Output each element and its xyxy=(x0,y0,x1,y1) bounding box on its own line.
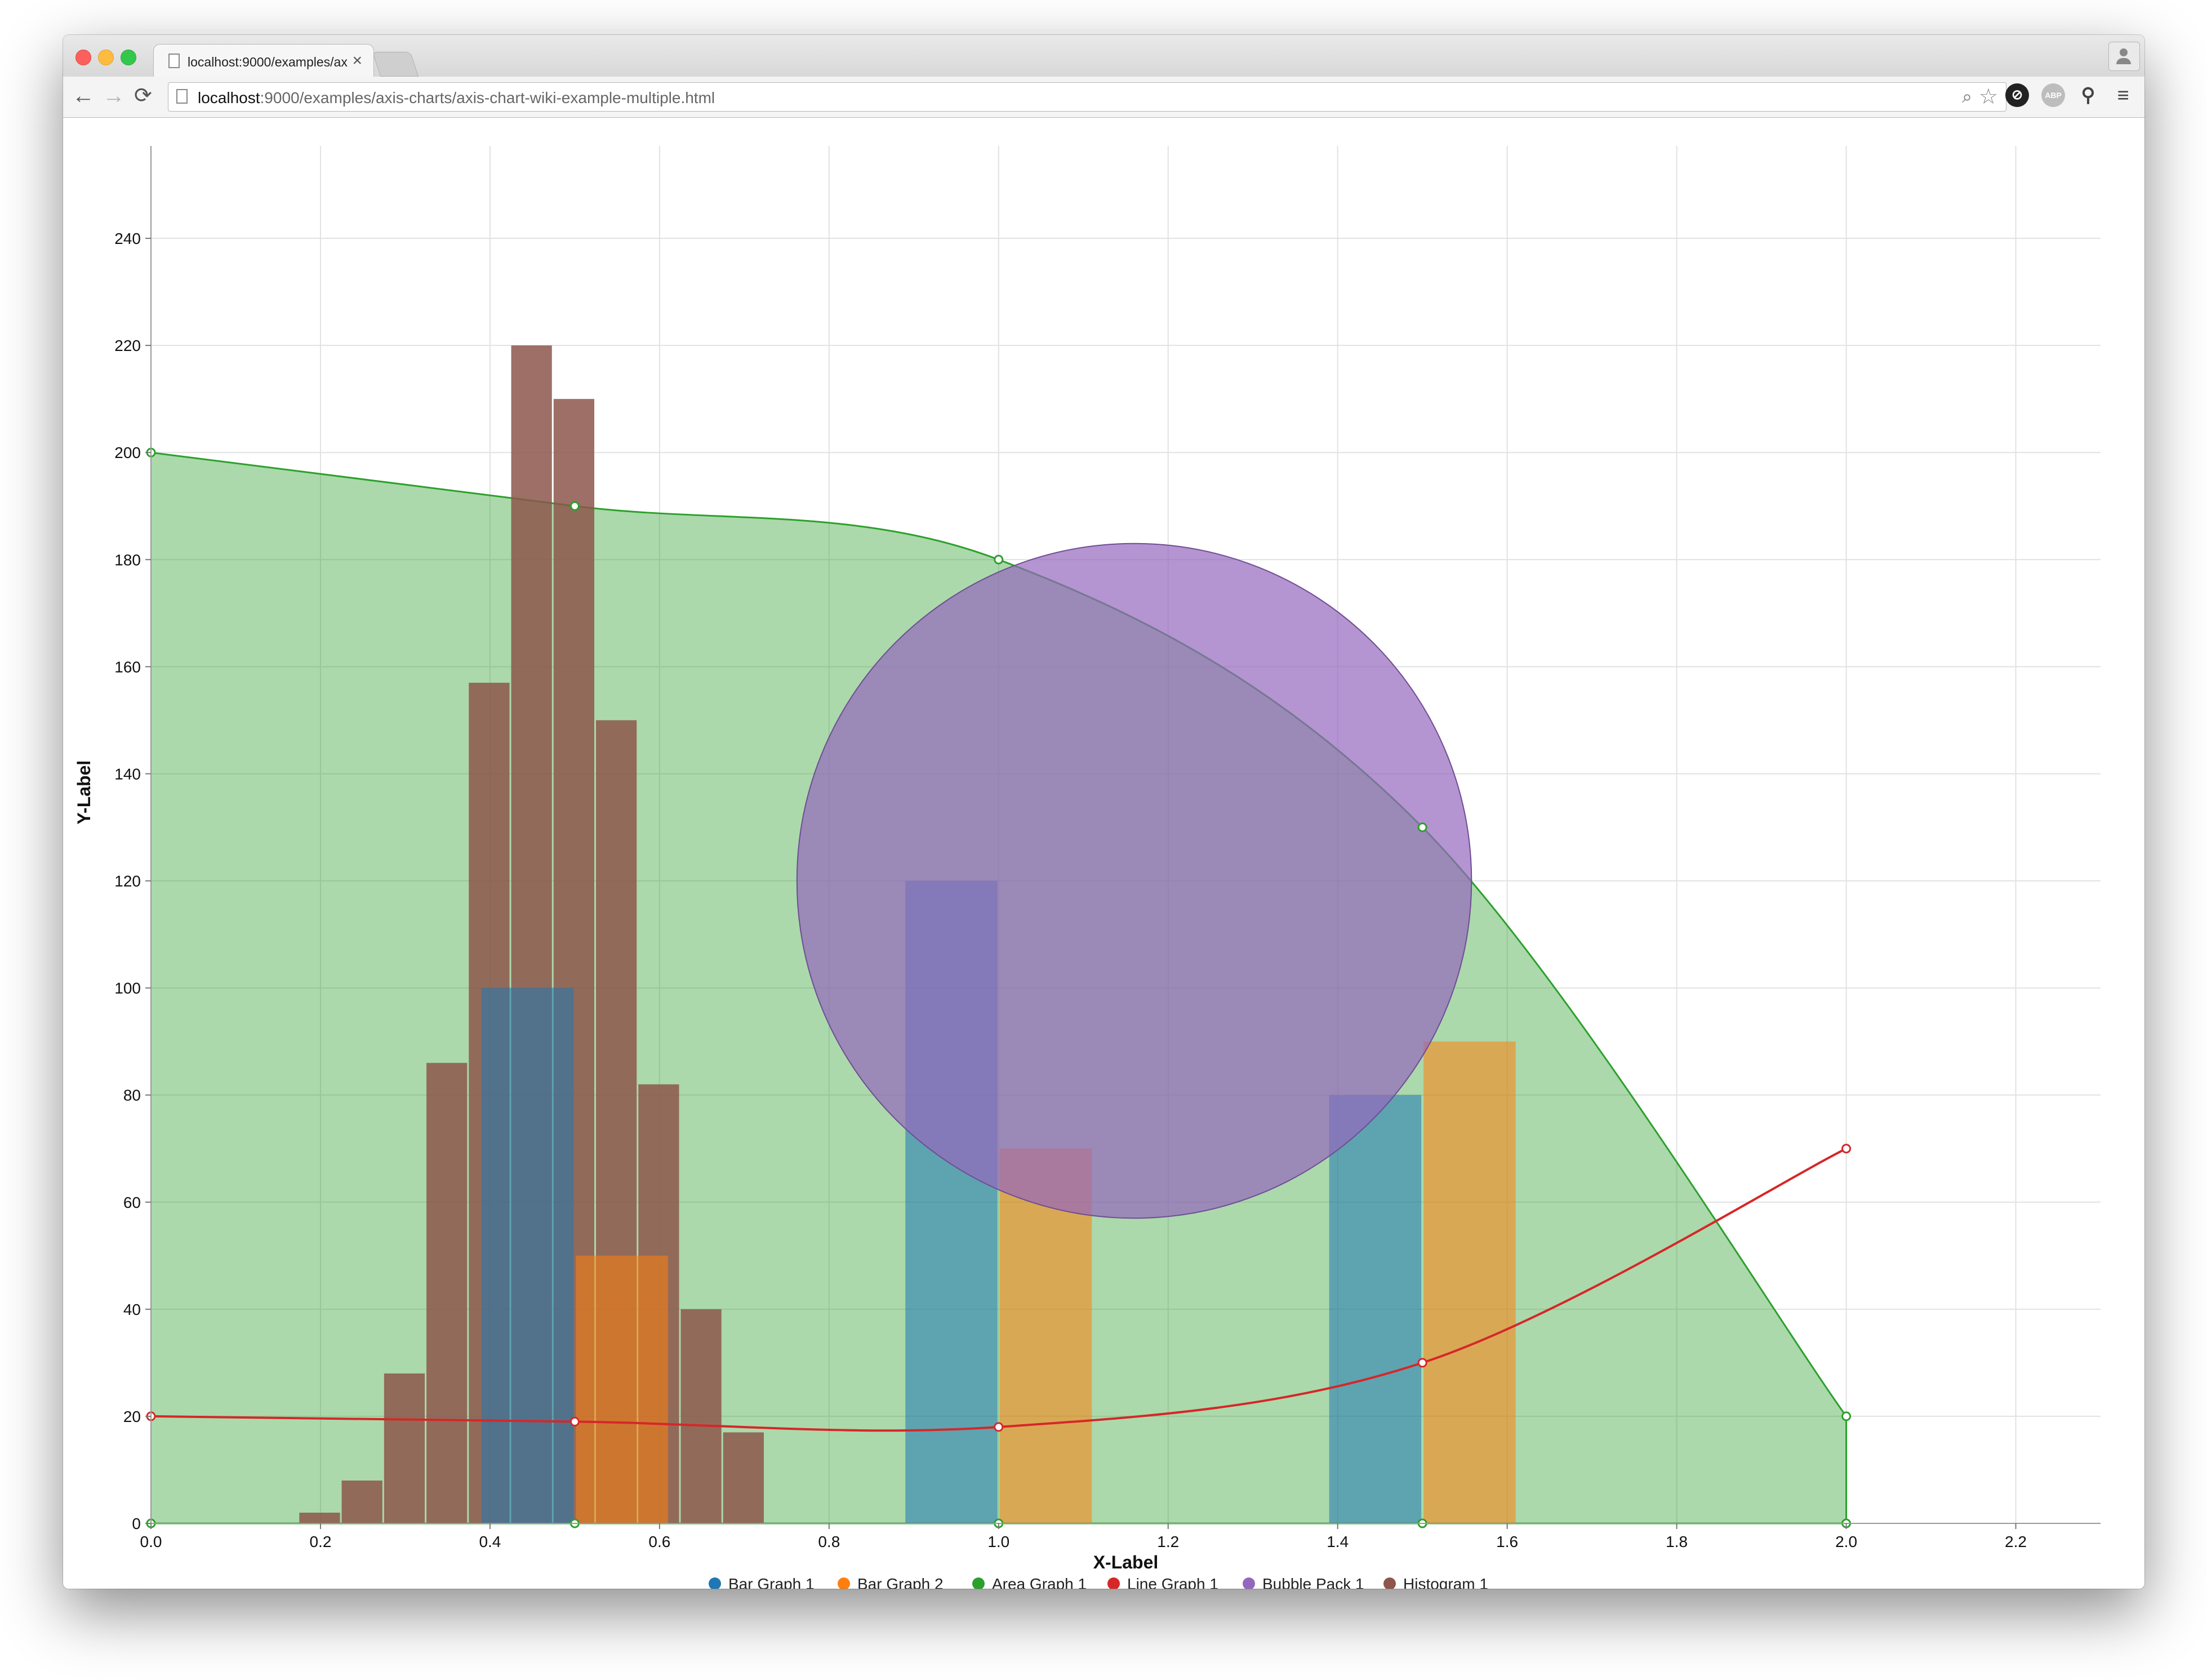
histogram-bar xyxy=(680,1309,722,1523)
zoom-icon[interactable]: ⌕ xyxy=(1962,86,1972,106)
page-icon xyxy=(176,89,188,104)
x-tick-label: 0.6 xyxy=(648,1533,670,1550)
legend-label: Area Graph 1 xyxy=(992,1575,1087,1589)
x-tick-label: 1.8 xyxy=(1666,1533,1688,1550)
x-tick-label: 1.2 xyxy=(1157,1533,1179,1550)
y-tick-label: 120 xyxy=(114,873,141,890)
new-tab-button[interactable] xyxy=(372,52,419,77)
legend-swatch xyxy=(972,1577,985,1589)
bar-graph-2-bar xyxy=(576,1255,668,1523)
browser-window: localhost:9000/examples/axis-charts/axis… xyxy=(63,35,2144,1589)
legend-swatch xyxy=(709,1577,721,1589)
tab-close-icon[interactable]: × xyxy=(352,51,362,70)
y-tick-label: 160 xyxy=(114,658,141,675)
legend-label: Line Graph 1 xyxy=(1127,1575,1218,1589)
y-tick-label: 100 xyxy=(114,980,141,997)
extension-icon[interactable]: ⊘ xyxy=(2005,83,2029,107)
histogram-bar xyxy=(341,1480,382,1523)
line-graph-point xyxy=(1417,1358,1427,1368)
area-graph-point xyxy=(994,554,1004,565)
y-tick-label: 20 xyxy=(123,1408,141,1425)
search-icon[interactable]: ⚲ xyxy=(2081,85,2095,106)
area-graph-point xyxy=(1841,1411,1852,1421)
area-graph-point xyxy=(569,501,580,511)
x-tick-label: 0.8 xyxy=(818,1533,840,1550)
y-tick-label: 180 xyxy=(114,551,141,568)
legend-swatch xyxy=(1243,1577,1255,1589)
adblock-icon[interactable]: ABP xyxy=(2041,83,2065,107)
back-icon[interactable]: ← xyxy=(72,83,95,108)
bar-graph-1-bar xyxy=(481,988,574,1523)
x-tick-label: 1.6 xyxy=(1496,1533,1518,1550)
axis-chart: 0.0 0.2 0.4 0.6 0.8 1.0 1.2 1.4 1.6 1.8 2.0 2.2 0 20 4… xyxy=(74,146,2101,1589)
address-bar[interactable]: localhost:9000/examples/axis-charts/axis… xyxy=(168,82,2006,112)
x-tick-label: 0.2 xyxy=(309,1533,331,1550)
bubble xyxy=(796,543,1472,1219)
y-tick-label: 80 xyxy=(123,1087,141,1104)
url-text[interactable]: localhost:9000/examples/axis-charts/axis… xyxy=(198,89,715,107)
legend-swatch xyxy=(1107,1577,1120,1589)
histogram-bar xyxy=(723,1432,764,1523)
y-tick-label: 60 xyxy=(123,1194,141,1211)
menu-icon[interactable]: ≡ xyxy=(2117,83,2129,106)
browser-toolbar: ← → ⟳ localhost:9000/examples/axis-chart… xyxy=(63,77,2144,118)
legend-label: Histogram 1 xyxy=(1403,1575,1488,1589)
legend-label: Bar Graph 2 xyxy=(857,1575,944,1589)
maximize-window-button[interactable] xyxy=(121,50,136,65)
legend-swatch xyxy=(838,1577,850,1589)
x-tick-label: 2.0 xyxy=(1835,1533,1857,1550)
browser-tab[interactable]: localhost:9000/examples/axis-charts/axis… xyxy=(153,44,374,77)
histogram-bar xyxy=(384,1373,425,1523)
close-window-button[interactable] xyxy=(75,50,91,65)
x-tick-label: 0.0 xyxy=(140,1533,162,1550)
x-tick-label: 0.4 xyxy=(479,1533,501,1550)
y-tick-label: 0 xyxy=(132,1515,141,1532)
y-tick-label: 140 xyxy=(114,765,141,783)
histogram-bar xyxy=(426,1063,468,1523)
y-tick-label: 200 xyxy=(114,444,141,461)
x-axis-label: X-Label xyxy=(1093,1552,1159,1572)
url-host: localhost xyxy=(198,89,260,106)
tab-title: localhost:9000/examples/axis-charts/axis… xyxy=(188,55,348,69)
minimize-window-button[interactable] xyxy=(98,50,114,65)
y-tick-label: 40 xyxy=(123,1301,141,1318)
area-graph-point xyxy=(1417,822,1427,832)
page-content: 0.0 0.2 0.4 0.6 0.8 1.0 1.2 1.4 1.6 1.8 2.0 2.2 0 20 4… xyxy=(63,118,2144,1589)
profile-icon[interactable] xyxy=(2108,42,2140,71)
forward-icon[interactable]: → xyxy=(103,83,125,108)
y-tick-label: 220 xyxy=(114,337,141,354)
y-tick-label: 240 xyxy=(114,230,141,247)
line-graph-point xyxy=(1841,1144,1852,1154)
histogram-bar xyxy=(299,1512,340,1523)
title-bar: localhost:9000/examples/axis-charts/axis… xyxy=(63,35,2144,77)
legend-swatch xyxy=(1383,1577,1396,1589)
bar-graph-1-bar xyxy=(1329,1095,1422,1523)
x-tick-label: 2.2 xyxy=(2005,1533,2027,1550)
line-graph-point xyxy=(994,1422,1004,1432)
y-axis-label: Y-Label xyxy=(74,761,94,825)
page-icon xyxy=(168,54,180,68)
url-path: :9000/examples/axis-charts/axis-chart-wi… xyxy=(260,89,715,106)
line-graph-point xyxy=(569,1416,580,1426)
legend-label: Bar Graph 1 xyxy=(728,1575,815,1589)
legend-label: Bubble Pack 1 xyxy=(1262,1575,1364,1589)
x-tick-label: 1.0 xyxy=(987,1533,1009,1550)
bar-graph-2-bar xyxy=(1423,1041,1516,1523)
reload-icon[interactable]: ⟳ xyxy=(134,84,152,108)
bookmark-star-icon[interactable]: ☆ xyxy=(1978,85,1998,109)
x-tick-label: 1.4 xyxy=(1327,1533,1349,1550)
